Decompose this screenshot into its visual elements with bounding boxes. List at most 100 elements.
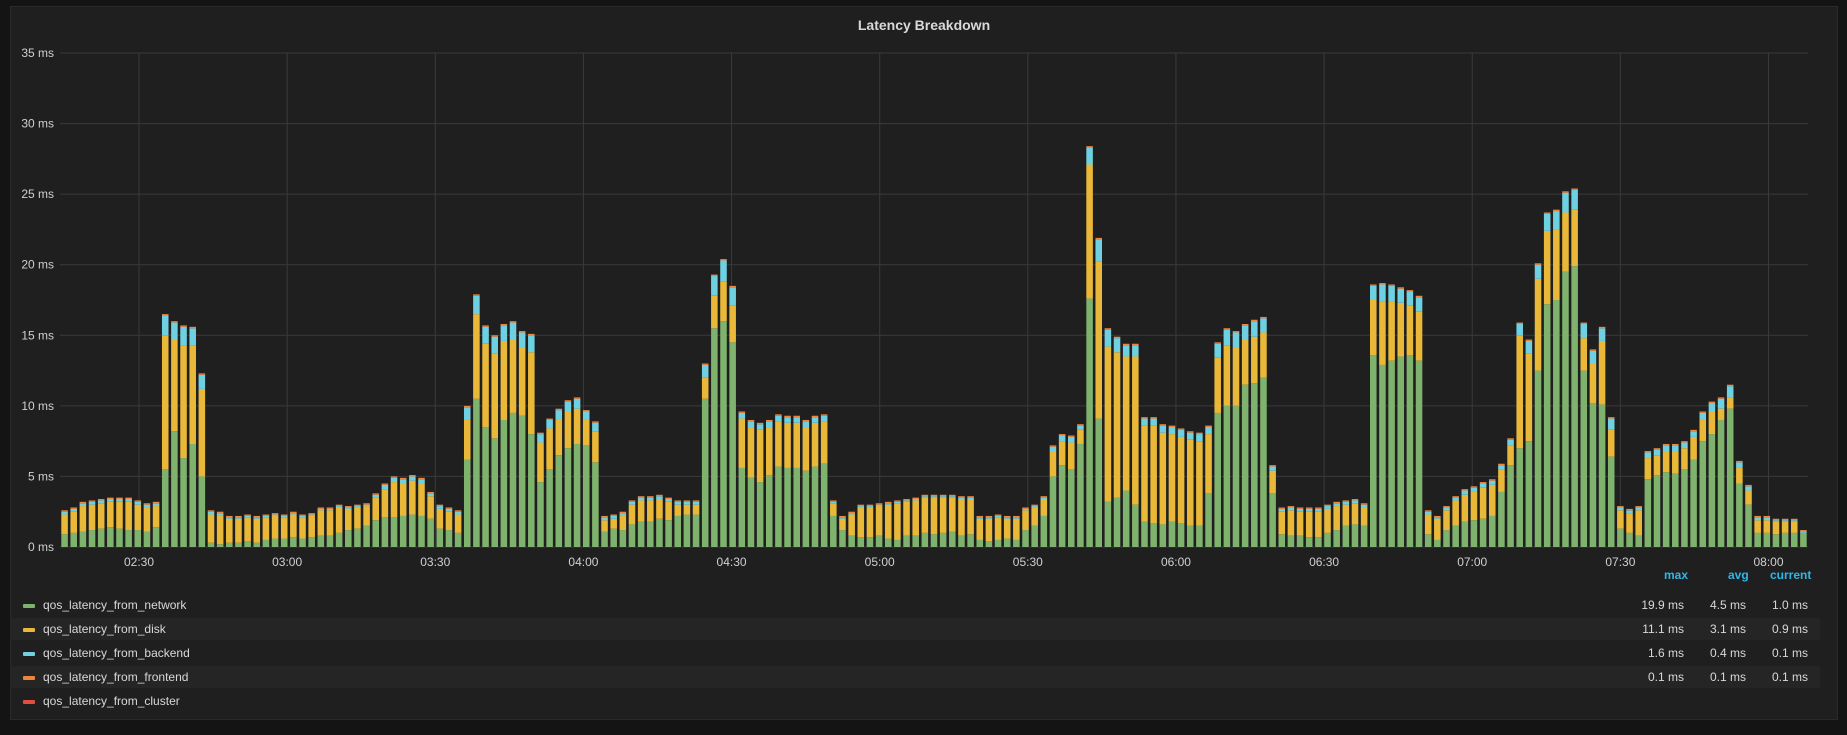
bar-segment[interactable] xyxy=(1461,490,1469,495)
bar-segment[interactable] xyxy=(473,294,480,296)
bar-segment[interactable] xyxy=(1040,496,1048,498)
bar-segment[interactable] xyxy=(409,476,416,481)
bar-segment[interactable] xyxy=(1763,532,1771,547)
bar-segment[interactable] xyxy=(1635,506,1642,508)
bar-segment[interactable] xyxy=(317,507,325,509)
legend-item[interactable]: qos_latency_from_frontend 0.1 ms 0.1 ms 0.1… xyxy=(10,666,1820,688)
bar-segment[interactable] xyxy=(1388,301,1395,361)
bar-segment[interactable] xyxy=(152,506,160,528)
bar-segment[interactable] xyxy=(1617,506,1624,508)
bar-segment[interactable] xyxy=(207,511,215,515)
bar-segment[interactable] xyxy=(1498,463,1505,466)
bar-segment[interactable] xyxy=(1672,443,1679,446)
bar-segment[interactable] xyxy=(317,510,325,536)
bar-segment[interactable] xyxy=(299,517,306,539)
bar-segment[interactable] xyxy=(848,511,855,514)
bar-segment[interactable] xyxy=(674,500,682,502)
bar-segment[interactable] xyxy=(1626,513,1633,533)
bar-segment[interactable] xyxy=(921,532,929,547)
bar-segment[interactable] xyxy=(555,408,563,411)
bar-segment[interactable] xyxy=(656,496,663,500)
bar-segment[interactable] xyxy=(811,466,819,547)
bar-segment[interactable] xyxy=(1690,459,1697,547)
bar-segment[interactable] xyxy=(1553,300,1560,547)
bar-segment[interactable] xyxy=(107,527,114,547)
bar-segment[interactable] xyxy=(354,506,361,508)
bar-segment[interactable] xyxy=(637,496,645,498)
bar-segment[interactable] xyxy=(427,496,434,519)
bar-segment[interactable] xyxy=(528,352,535,435)
bar-segment[interactable] xyxy=(848,513,855,515)
bar-segment[interactable] xyxy=(894,500,901,502)
bar-segment[interactable] xyxy=(418,479,425,484)
bar-segment[interactable] xyxy=(958,496,965,498)
bar-segment[interactable] xyxy=(1635,507,1642,511)
bar-segment[interactable] xyxy=(1077,424,1084,426)
bar-segment[interactable] xyxy=(665,497,672,500)
bar-segment[interactable] xyxy=(592,462,599,547)
bar-segment[interactable] xyxy=(390,477,398,483)
legend-series-name[interactable]: qos_latency_from_cluster xyxy=(43,694,180,708)
bar-segment[interactable] xyxy=(509,322,517,340)
bar-segment[interactable] xyxy=(244,514,251,516)
bar-segment[interactable] xyxy=(1013,539,1020,547)
bar-segment[interactable] xyxy=(674,501,682,505)
bar-segment[interactable] xyxy=(1562,192,1569,213)
bar-segment[interactable] xyxy=(1214,342,1221,344)
bar-segment[interactable] xyxy=(482,427,489,547)
bar-segment[interactable] xyxy=(1241,339,1249,385)
bar-segment[interactable] xyxy=(1397,302,1405,357)
bar-segment[interactable] xyxy=(656,494,663,497)
bar-segment[interactable] xyxy=(1388,285,1395,302)
bar-segment[interactable] xyxy=(930,496,938,498)
bar-segment[interactable] xyxy=(647,521,654,547)
bar-segment[interactable] xyxy=(189,443,196,547)
bar-segment[interactable] xyxy=(610,528,617,547)
bar-segment[interactable] xyxy=(1726,408,1734,547)
bar-segment[interactable] xyxy=(1736,462,1743,468)
bar-segment[interactable] xyxy=(930,497,938,535)
bar-segment[interactable] xyxy=(1397,288,1405,303)
bar-segment[interactable] xyxy=(1699,412,1707,420)
bar-segment[interactable] xyxy=(1470,487,1478,492)
bar-segment[interactable] xyxy=(1360,503,1368,505)
bar-segment[interactable] xyxy=(363,504,370,507)
bar-segment[interactable] xyxy=(1077,443,1084,547)
bar-segment[interactable] xyxy=(500,340,508,420)
bar-segment[interactable] xyxy=(454,532,462,547)
bar-segment[interactable] xyxy=(189,326,196,329)
bar-segment[interactable] xyxy=(1507,439,1514,446)
bar-segment[interactable] xyxy=(1580,370,1588,547)
bar-segment[interactable] xyxy=(1086,146,1093,148)
bar-segment[interactable] xyxy=(1232,405,1240,547)
bar-segment[interactable] xyxy=(1223,345,1231,406)
bar-segment[interactable] xyxy=(601,531,608,547)
bar-segment[interactable] xyxy=(235,515,242,518)
bar-segment[interactable] xyxy=(1726,384,1734,387)
legend-series-name[interactable]: qos_latency_from_backend xyxy=(43,646,190,660)
bar-segment[interactable] xyxy=(1488,479,1496,481)
bar-segment[interactable] xyxy=(537,442,544,483)
bar-segment[interactable] xyxy=(207,514,215,543)
bar-segment[interactable] xyxy=(381,517,389,547)
bar-segment[interactable] xyxy=(1543,212,1551,214)
bar-segment[interactable] xyxy=(152,501,160,504)
bar-segment[interactable] xyxy=(500,323,508,326)
bar-segment[interactable] xyxy=(1690,436,1697,460)
bar-segment[interactable] xyxy=(1022,510,1029,531)
bar-segment[interactable] xyxy=(793,417,800,423)
bar-segment[interactable] xyxy=(125,530,132,547)
bar-segment[interactable] xyxy=(747,421,755,428)
bar-segment[interactable] xyxy=(711,274,718,276)
bar-segment[interactable] xyxy=(1333,530,1340,547)
bar-segment[interactable] xyxy=(1269,466,1276,471)
bar-segment[interactable] xyxy=(1205,427,1212,435)
bar-segment[interactable] xyxy=(765,421,773,428)
bar-segment[interactable] xyxy=(537,482,544,547)
bar-segment[interactable] xyxy=(994,517,1002,540)
bar-segment[interactable] xyxy=(161,315,169,336)
bar-segment[interactable] xyxy=(1205,425,1212,428)
legend-item[interactable]: qos_latency_from_network 19.9 ms 4.5 ms 1.0… xyxy=(10,594,1820,616)
bar-segment[interactable] xyxy=(1516,322,1523,324)
bar-segment[interactable] xyxy=(1351,499,1359,501)
